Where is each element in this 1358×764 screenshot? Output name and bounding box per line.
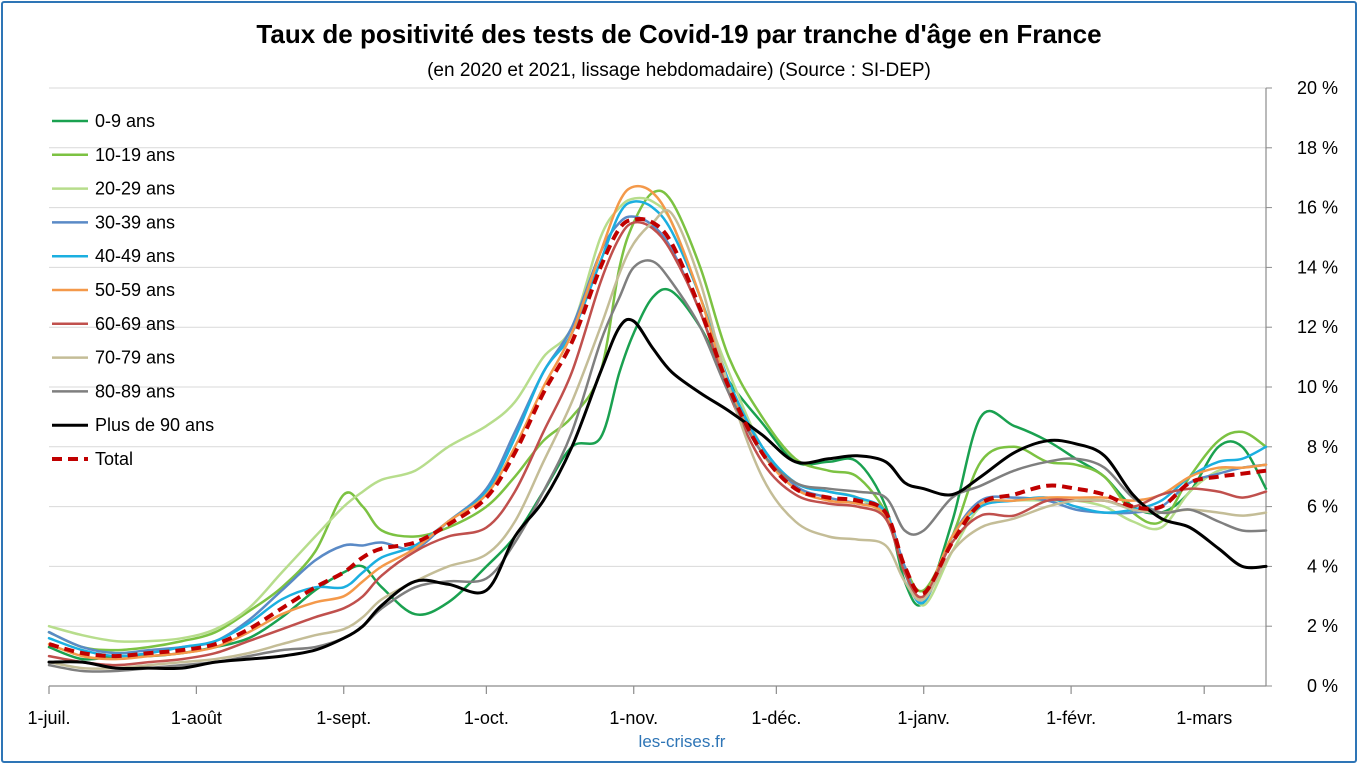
legend-label-80-89-ans: 80-89 ans (95, 381, 175, 401)
y-axis-ticks: 0 % 2 % 4 % 6 % 8 % 10 % 12 % 14 % 16 % 18 % 20 % (1266, 78, 1338, 696)
source-label: les-crises.fr (639, 732, 726, 751)
legend-label-50-59-ans: 50-59 ans (95, 280, 175, 300)
x-tick-label: 1-juil. (27, 708, 70, 728)
y-tick-label: 0 % (1307, 676, 1338, 696)
series-line-40-49-ans (47, 200, 1268, 658)
legend-label-0-9-ans: 0-9 ans (95, 111, 155, 131)
x-tick-label: 1-sept. (316, 708, 371, 728)
legend-label-60-69-ans: 60-69 ans (95, 314, 175, 334)
series-line-plus-de-90-ans (47, 317, 1268, 671)
chart-subtitle: (en 2020 et 2021, lissage hebdomadaire) … (427, 60, 931, 81)
legend-label-70-79-ans: 70-79 ans (95, 348, 175, 368)
series-line-30-39-ans (47, 215, 1268, 655)
x-tick-label: 1-nov. (609, 708, 658, 728)
y-tick-label: 4 % (1307, 556, 1338, 576)
series-line-80-89-ans (47, 259, 1268, 673)
legend-label-20-29-ans: 20-29 ans (95, 179, 175, 199)
y-tick-label: 18 % (1297, 138, 1338, 158)
series-line-10-19-ans (47, 189, 1268, 652)
x-tick-label: 1-août (171, 708, 222, 728)
legend-label-40-49-ans: 40-49 ans (95, 246, 175, 266)
x-tick-label: 1-déc. (751, 708, 801, 728)
series-lines (47, 184, 1268, 673)
series-line-total (48, 217, 1267, 659)
y-tick-label: 12 % (1297, 317, 1338, 337)
x-axis-ticks: 1-juil. 1-août 1-sept. 1-oct. 1-nov. 1-déc. 1-… (27, 686, 1232, 728)
legend-label-10-19-ans: 10-19 ans (95, 145, 175, 165)
legend-label-total: Total (95, 449, 133, 469)
legend: 0-9 ans 10-19 ans 20-29 ans 30-39 ans 40-49 … (52, 111, 214, 469)
y-tick-label: 20 % (1297, 78, 1338, 98)
chart-title: Taux de positivité des tests de Covid-19… (256, 19, 1101, 49)
x-tick-label: 1-janv. (897, 708, 950, 728)
y-tick-label: 10 % (1297, 377, 1338, 397)
y-tick-label: 8 % (1307, 437, 1338, 457)
legend-label-30-39-ans: 30-39 ans (95, 212, 175, 232)
legend-label-plus-de-90-ans: Plus de 90 ans (95, 415, 214, 435)
series-line-70-79-ans (47, 208, 1268, 670)
series-line-50-59-ans (47, 184, 1268, 661)
x-tick-label: 1-févr. (1046, 708, 1096, 728)
y-tick-label: 6 % (1307, 497, 1338, 517)
x-tick-label: 1-mars (1176, 708, 1232, 728)
x-tick-label: 1-oct. (464, 708, 509, 728)
y-tick-label: 2 % (1307, 616, 1338, 636)
series-line-60-69-ans (47, 220, 1268, 667)
series-line-0-9-ans (47, 287, 1268, 661)
y-tick-label: 16 % (1297, 198, 1338, 218)
y-tick-label: 14 % (1297, 257, 1338, 277)
